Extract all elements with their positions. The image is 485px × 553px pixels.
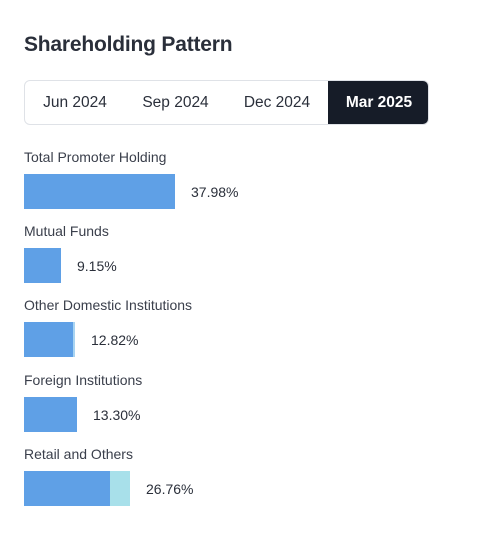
holding-bar-segment: [24, 322, 73, 357]
holding-label: Mutual Funds: [24, 223, 109, 239]
holding-row-promoter: Total Promoter Holding 37.98%: [24, 149, 444, 211]
tab-mar-2025[interactable]: Mar 2025: [328, 81, 428, 124]
holding-bar-segment: [73, 322, 75, 357]
page-title: Shareholding Pattern: [24, 33, 233, 56]
holding-percent: 13.30%: [93, 406, 141, 423]
holding-bar: [24, 248, 61, 283]
holding-bar: [24, 174, 175, 209]
holding-row-retail: Retail and Others 26.76%: [24, 446, 444, 508]
holding-bar: [24, 471, 130, 506]
holding-row-mutual-funds: Mutual Funds 9.15%: [24, 223, 444, 285]
holding-bar-segment-secondary: [110, 471, 130, 506]
holding-percent: 12.82%: [91, 331, 139, 348]
holding-bar-segment-primary: [24, 471, 110, 506]
holding-label: Foreign Institutions: [24, 372, 143, 388]
holding-row-foreign: Foreign Institutions 13.30%: [24, 372, 444, 434]
tab-dec-2024[interactable]: Dec 2024: [243, 93, 311, 111]
holding-bar-wrap: 26.76%: [24, 471, 193, 506]
holding-bar: [24, 322, 75, 357]
tab-sep-2024[interactable]: Sep 2024: [142, 93, 209, 111]
holding-bar: [24, 397, 77, 432]
holding-label: Other Domestic Institutions: [24, 297, 193, 313]
holding-bar-wrap: 13.30%: [24, 397, 140, 432]
holding-percent: 9.15%: [77, 257, 117, 274]
holding-label: Retail and Others: [24, 446, 133, 462]
holding-percent: 26.76%: [146, 480, 194, 497]
holding-bar-wrap: 9.15%: [24, 248, 117, 283]
period-tabs: Jun 2024 Sep 2024 Dec 2024 Mar 2025: [24, 80, 429, 125]
holding-bar-wrap: 12.82%: [24, 322, 138, 357]
holding-bar-wrap: 37.98%: [24, 174, 238, 209]
holding-label: Total Promoter Holding: [24, 149, 167, 165]
tab-jun-2024[interactable]: Jun 2024: [43, 93, 107, 111]
holding-row-other-domestic: Other Domestic Institutions 12.82%: [24, 297, 444, 359]
holding-percent: 37.98%: [191, 183, 239, 200]
